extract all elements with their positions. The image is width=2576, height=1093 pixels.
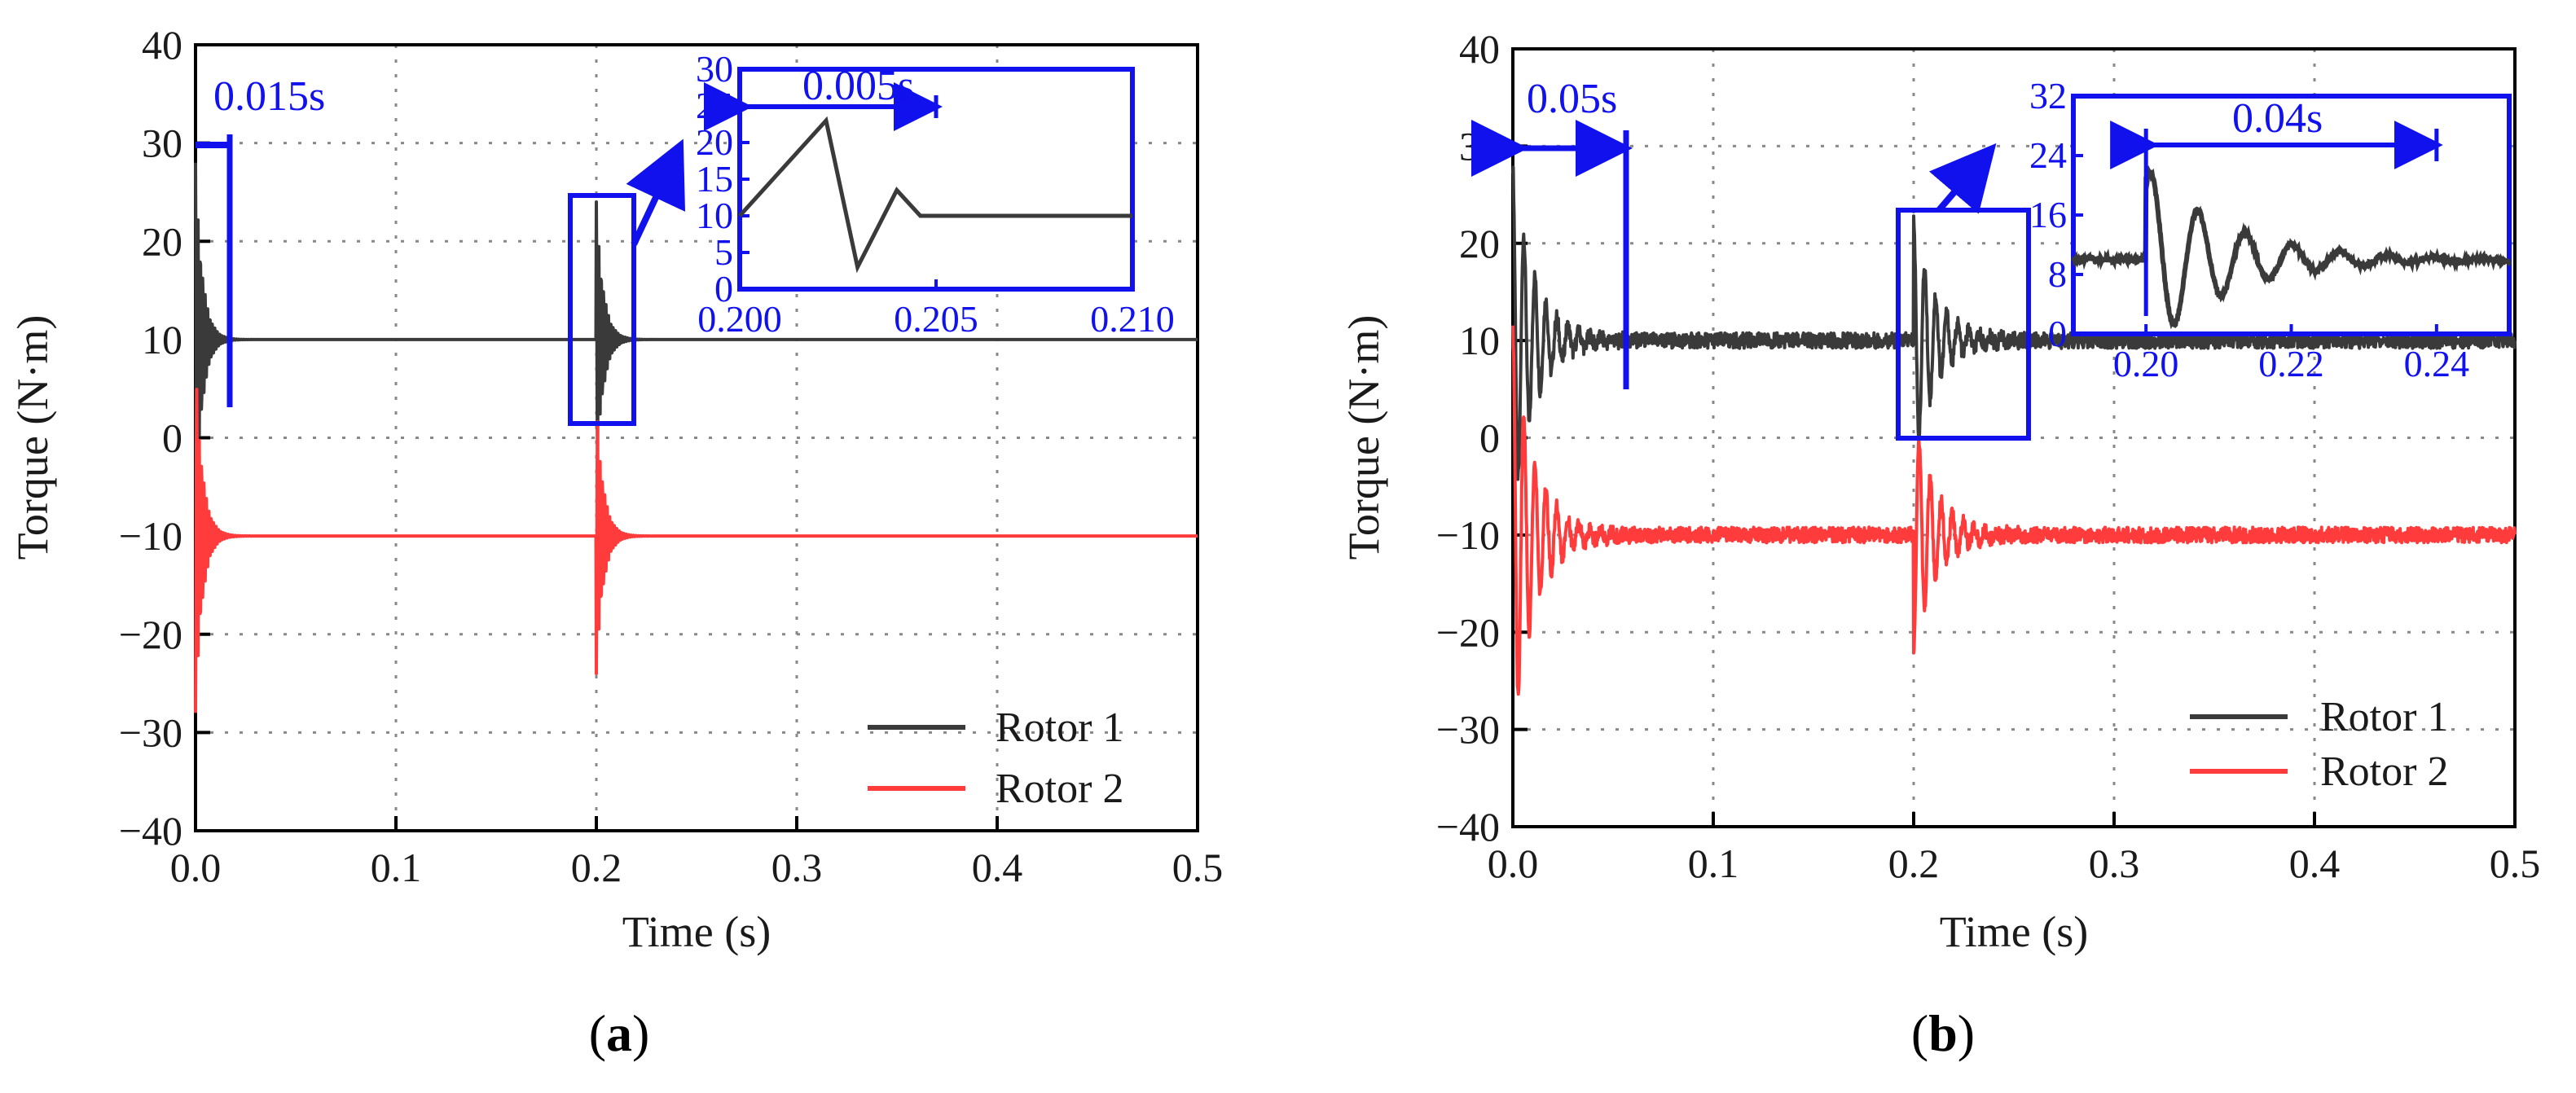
- x-tick-label: 0.0: [1488, 841, 1539, 886]
- y-tick-label: 10: [1459, 318, 1500, 363]
- panel-b-y-axis-title: Torque (N·m): [1339, 315, 1388, 560]
- inset-x-tick-label: 0.22: [2258, 343, 2324, 384]
- panel-a-x-axis-title: Time (s): [622, 907, 771, 956]
- panel-a-inset-trace: [738, 116, 1132, 274]
- panel-b-legend: Rotor 1 Rotor 2: [2190, 694, 2448, 795]
- inset-y-tick-label: 24: [2029, 134, 2067, 176]
- inset-y-tick-label: 30: [696, 48, 733, 90]
- panel-b-settle-label: 0.05s: [1527, 76, 1617, 122]
- inset-y-tick-label: 16: [2029, 194, 2067, 235]
- inset-y-tick-label: 32: [2029, 75, 2067, 116]
- inset-y-tick-label: 5: [714, 231, 733, 273]
- y-tick-label: 30: [142, 121, 182, 166]
- panel-b-caption: (b): [1911, 1004, 1975, 1062]
- x-tick-label: 0.0: [170, 845, 222, 890]
- panel-a-legend: Rotor 1 Rotor 2: [868, 705, 1123, 812]
- panel-b-inset-x-ticks: 0.20 0.22 0.24: [2113, 324, 2469, 384]
- panel-a-chart: 40 30 20 10 0 −10 −20 −30 −40 0.0 0.1 0.2 0.3 0.4 0.5…: [8, 22, 1223, 1062]
- panel-b-inset-label: 0.04s: [2232, 95, 2323, 142]
- y-tick-label: 0: [1479, 415, 1500, 461]
- inset-x-tick-label: 0.20: [2113, 343, 2179, 384]
- panel-a-series: [194, 162, 1199, 713]
- y-tick-label: −40: [1436, 804, 1500, 849]
- y-tick-label: 30: [1459, 123, 1500, 169]
- x-tick-label: 0.1: [371, 845, 422, 890]
- inset-y-tick-label: 25: [696, 85, 733, 126]
- panel-b-chart: 40 30 20 10 0 −10 −20 −30 −40 0.0 0.1 0.2 0.3 0.4 0.5…: [1339, 26, 2540, 1062]
- y-tick-label: −30: [1436, 707, 1500, 753]
- y-tick-label: −40: [119, 808, 182, 854]
- y-tick-label: 20: [142, 218, 182, 264]
- inset-y-tick-label: 10: [696, 195, 733, 236]
- x-tick-label: 0.4: [2289, 841, 2341, 886]
- series-line-rotor1: [194, 162, 1199, 488]
- x-tick-label: 0.2: [1888, 841, 1940, 886]
- panel-a-inset-label: 0.005s: [802, 63, 914, 109]
- inset-y-tick-label: 20: [696, 121, 733, 163]
- panel-a-caption: (a): [589, 1004, 650, 1062]
- panel-a-legend-rotor1: Rotor 1: [996, 705, 1123, 751]
- panel-b-legend-rotor2: Rotor 2: [2320, 748, 2448, 795]
- y-tick-label: 40: [142, 22, 182, 68]
- inset-y-tick-label: 15: [696, 158, 733, 200]
- panel-a-inset-x-ticks: 0.200 0.205 0.210: [697, 279, 1175, 340]
- x-tick-label: 0.1: [1688, 841, 1739, 886]
- series-line-rotor2: [194, 388, 1199, 713]
- y-tick-label: 10: [142, 317, 182, 362]
- y-tick-label: 40: [1459, 26, 1500, 72]
- inset-x-tick-label: 0.200: [697, 298, 782, 340]
- x-tick-label: 0.3: [2089, 841, 2140, 886]
- x-tick-label: 0.3: [771, 845, 823, 890]
- series-line-rotor2: [1511, 325, 2517, 696]
- panel-b-inset-y-ticks: 32 24 16 8 0: [2029, 75, 2083, 354]
- panel-b-zoom-arrow: [1928, 143, 1997, 214]
- panel-a-zoom-arrow: [626, 138, 686, 246]
- inset-y-tick-label: 0: [714, 268, 733, 309]
- y-tick-label: −10: [119, 513, 182, 559]
- panel-b-x-axis-title: Time (s): [1940, 907, 2089, 956]
- y-tick-label: −20: [119, 612, 182, 657]
- x-tick-label: 0.2: [571, 845, 622, 890]
- panel-a-legend-rotor2: Rotor 2: [996, 766, 1123, 812]
- panel-a-y-axis-title: Torque (N·m): [8, 315, 57, 560]
- panel-a-y-ticks: 40 30 20 10 0 −10 −20 −30 −40: [119, 22, 210, 854]
- inset-x-tick-label: 0.205: [894, 298, 978, 340]
- panel-a-settle-annotation: 0.015s: [196, 73, 325, 407]
- y-tick-label: 20: [1459, 221, 1500, 266]
- panel-b-x-ticks: 0.0 0.1 0.2 0.3 0.4 0.5: [1488, 812, 2541, 886]
- x-tick-label: 0.5: [2490, 841, 2541, 886]
- x-tick-label: 0.4: [972, 845, 1023, 890]
- y-tick-label: 0: [162, 415, 182, 461]
- inset-y-tick-label: 8: [2048, 253, 2067, 295]
- panel-a-settle-label: 0.015s: [213, 73, 325, 120]
- panel-a-x-ticks: 0.0 0.1 0.2 0.3 0.4 0.5: [170, 816, 1224, 890]
- panel-b-settle-annotation: 0.05s: [1471, 76, 1633, 389]
- inset-x-tick-label: 0.24: [2404, 343, 2470, 384]
- panel-b-legend-rotor1: Rotor 1: [2320, 694, 2448, 740]
- inset-y-tick-label: 0: [2048, 313, 2067, 354]
- y-tick-label: −30: [119, 709, 182, 755]
- x-tick-label: 0.5: [1172, 845, 1224, 890]
- y-tick-label: −10: [1436, 512, 1500, 558]
- inset-x-tick-label: 0.210: [1090, 298, 1175, 340]
- panel-b-inset: 32 24 16 8 0 0.20 0.22 0.24 0.04s: [2029, 75, 2512, 384]
- y-tick-label: −20: [1436, 609, 1500, 655]
- panel-a-zoom-box: [568, 193, 636, 426]
